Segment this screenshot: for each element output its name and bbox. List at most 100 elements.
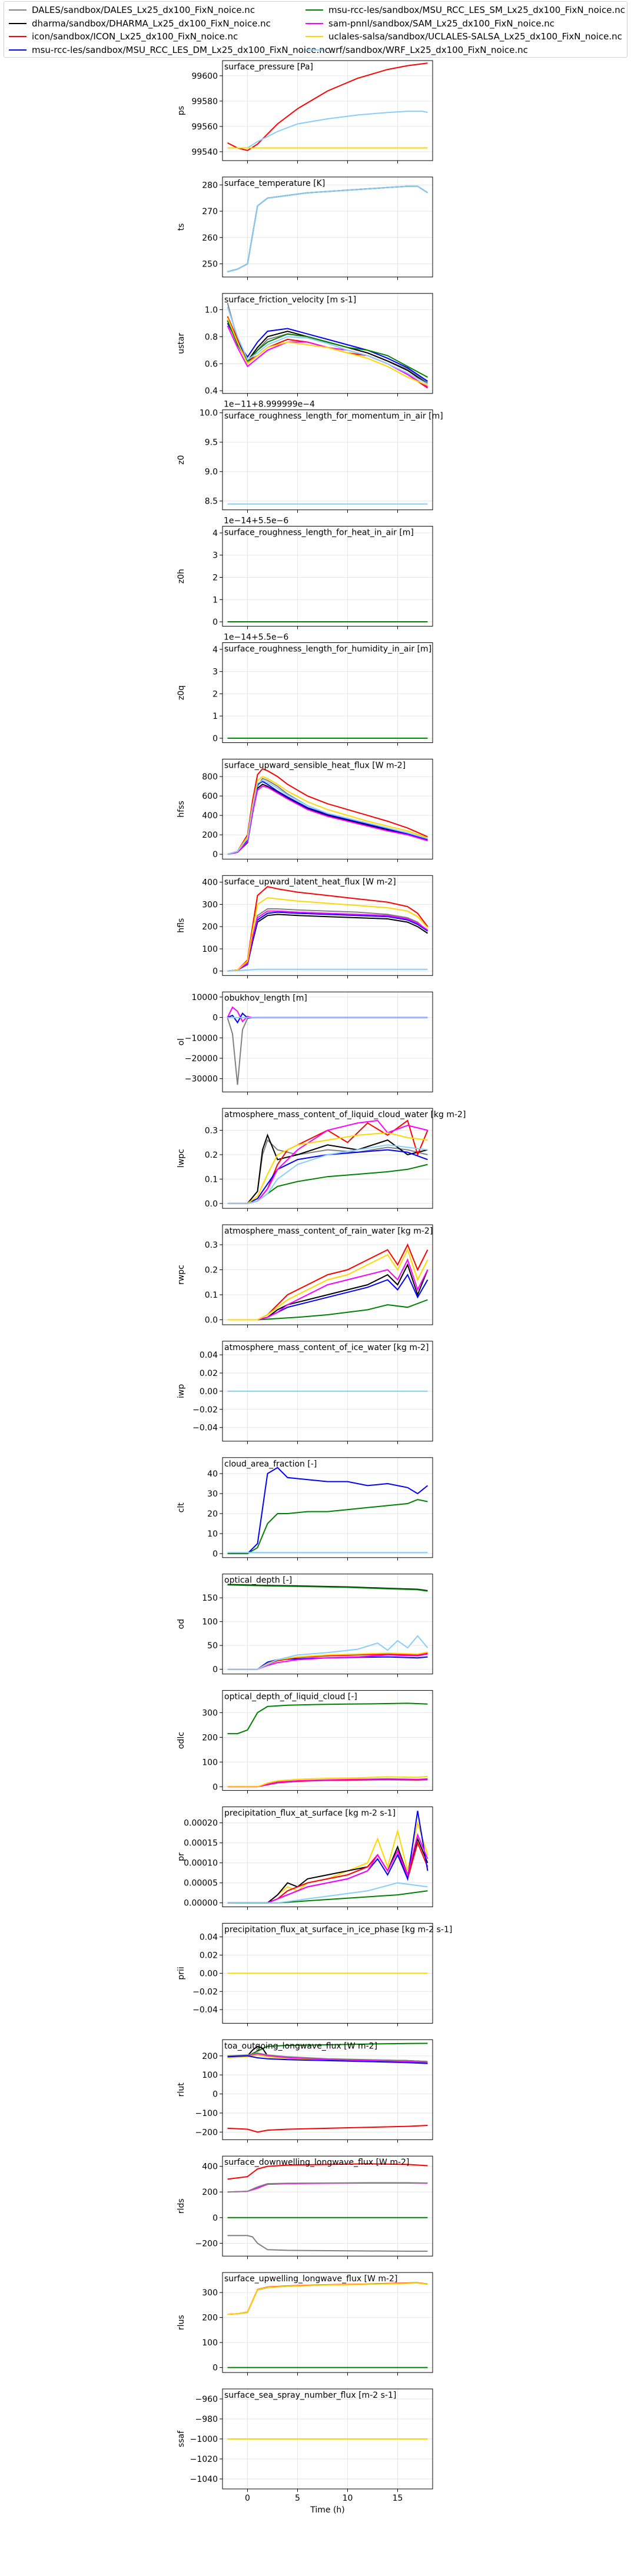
plot-frame: [222, 2039, 433, 2140]
y-tick-label: 100: [202, 2071, 218, 2080]
y-tick-label: 200: [202, 2188, 218, 2197]
y-tick-label: 400: [202, 2162, 218, 2172]
plot-area: [222, 2272, 433, 2373]
y-tick-label: 0: [212, 1014, 218, 1023]
plot-frame: [222, 176, 433, 278]
series-line: [227, 306, 428, 385]
series-line: [227, 2163, 428, 2180]
y-tick-label: 0.00: [200, 1387, 218, 1397]
y-tick-label: 0: [212, 734, 218, 744]
y-tick-label: 4: [212, 645, 218, 655]
series-line: [227, 62, 428, 151]
y-tick-label: 99560: [191, 122, 218, 132]
y-tick-label: −1020: [190, 2455, 218, 2464]
panel: 0.0 0.1 0.2 0.3 atmosphere_mass_content_of_r…: [177, 1224, 433, 1328]
plot-frame: [222, 293, 433, 394]
series-line: [227, 1144, 428, 1204]
plot-frame: [222, 642, 433, 743]
y-tick-label: 0.4: [205, 386, 218, 396]
panel-title: surface_upwelling_longwave_flux [W m-2]: [224, 2274, 397, 2284]
y-tick-label: 0.3: [205, 1126, 218, 1135]
plot-frame: [222, 409, 433, 511]
legend-item: dharma/sandbox/DHARMA_Lx25_dx100_FixN_no…: [9, 17, 271, 30]
y-tick-label: 50: [207, 1641, 218, 1651]
panel: 0 1 2 3 4 surface_roughness_length_for_heat_i…: [177, 516, 433, 629]
y-axis-label: odlc: [177, 1732, 186, 1749]
series-line: [227, 185, 429, 272]
y-tick-label: 0.00005: [184, 1879, 218, 1888]
legend-label: msu-rcc-les/sandbox/MSU_RCC_LES_DM_Lx25_…: [32, 44, 330, 55]
y-axis-label: ustar: [177, 333, 186, 354]
y-offset-label: 1e−11+8.999999e−4: [224, 400, 315, 409]
legend-item: sam-pnnl/sandbox/SAM_Lx25_dx100_FixN_noi…: [305, 17, 554, 30]
plot-area: [222, 642, 433, 743]
y-tick-label: 0.0: [205, 1199, 218, 1209]
y-tick-label: 150: [202, 1594, 218, 1603]
x-tick-label: 0: [245, 2494, 250, 2503]
panel-title: atmosphere_mass_content_of_liquid_cloud_…: [224, 1110, 466, 1119]
panel-title: surface_roughness_length_for_humidity_in…: [224, 645, 431, 654]
y-tick-label: 0.00: [200, 1969, 218, 1978]
y-tick-label: 0.02: [200, 1369, 218, 1378]
y-tick-label: 0: [212, 618, 218, 627]
series-line: [227, 1584, 428, 1592]
y-tick-label: 200: [202, 2314, 218, 2323]
y-tick-label: 0.0: [205, 1316, 218, 1325]
y-tick-label: 100: [202, 945, 218, 954]
plot-area: [222, 992, 433, 1092]
plot-frame: [222, 991, 433, 1092]
y-tick-label: 20: [207, 1509, 218, 1519]
panel-title: atmosphere_mass_content_of_ice_water [kg…: [224, 1343, 429, 1352]
y-axis-label: rlds: [177, 2198, 186, 2214]
y-tick-label: 0.04: [200, 1933, 218, 1942]
y-axis-label: prii: [177, 1967, 186, 1980]
plot-frame: [222, 1224, 433, 1325]
legend-swatch: [305, 36, 323, 37]
panel: 0 10 20 30 40 cloud_area_fraction [-] clt: [177, 1457, 433, 1561]
y-tick-label: 0.6: [205, 359, 218, 369]
panel-title: surface_upward_sensible_heat_flux [W m-2…: [224, 761, 406, 770]
y-axis-label: rlut: [177, 2082, 186, 2097]
panel-title: optical_depth [-]: [224, 1576, 292, 1585]
y-axis-label: hfss: [177, 801, 186, 817]
y-tick-label: 0.2: [205, 1266, 218, 1275]
y-tick-label: −980: [195, 2415, 218, 2424]
panel: −0.04 −0.02 0.00 0.02 0.04 precipitation_flux…: [177, 1922, 452, 2027]
series-line: [227, 2055, 428, 2064]
y-axis-label: lwpc: [177, 1149, 186, 1168]
y-tick-label: −100: [195, 2109, 218, 2118]
series-line: [227, 2052, 428, 2062]
y-tick-label: 3: [212, 551, 218, 561]
y-tick-label: 4: [212, 529, 218, 538]
y-tick-label: 100: [202, 1758, 218, 1767]
series-line: [227, 1248, 429, 1321]
legend-swatch: [305, 49, 323, 51]
panel: −30000 −20000 −10000 0 10000 obukhov_length […: [177, 991, 433, 1095]
series-line: [227, 2282, 428, 2315]
y-tick-label: 0.02: [200, 1951, 218, 1960]
series-line: [227, 897, 429, 972]
legend-label: msu-rcc-les/sandbox/MSU_RCC_LES_SM_Lx25_…: [328, 5, 625, 15]
y-tick-label: 200: [202, 922, 218, 932]
y-axis-label: z0q: [177, 685, 186, 700]
series-line: [227, 1149, 428, 1204]
panel-title: toa_outgoing_longwave_flux [W m-2]: [224, 2041, 377, 2051]
y-tick-label: 2: [212, 689, 218, 699]
y-tick-label: 0: [212, 1665, 218, 1675]
y-tick-label: 250: [202, 260, 218, 269]
y-axis-label: z0h: [177, 569, 186, 584]
y-tick-label: 300: [202, 2288, 218, 2298]
series-line: [227, 111, 428, 149]
y-tick-label: −200: [195, 2128, 218, 2137]
series-line: [227, 2125, 428, 2133]
y-axis-label: ol: [177, 1038, 186, 1045]
panel: 0.4 0.6 0.8 1.0 surface_friction_velocity [m…: [177, 293, 433, 396]
y-tick-label: −20000: [185, 1054, 218, 1064]
series-line: [227, 2053, 428, 2064]
plot-frame: [222, 2388, 433, 2490]
y-tick-label: 9.0: [205, 468, 218, 477]
legend-swatch: [9, 36, 26, 37]
y-tick-label: 200: [202, 831, 218, 840]
panel-title: surface_upward_latent_heat_flux [W m-2]: [224, 877, 396, 887]
plot-frame: [222, 2155, 433, 2257]
